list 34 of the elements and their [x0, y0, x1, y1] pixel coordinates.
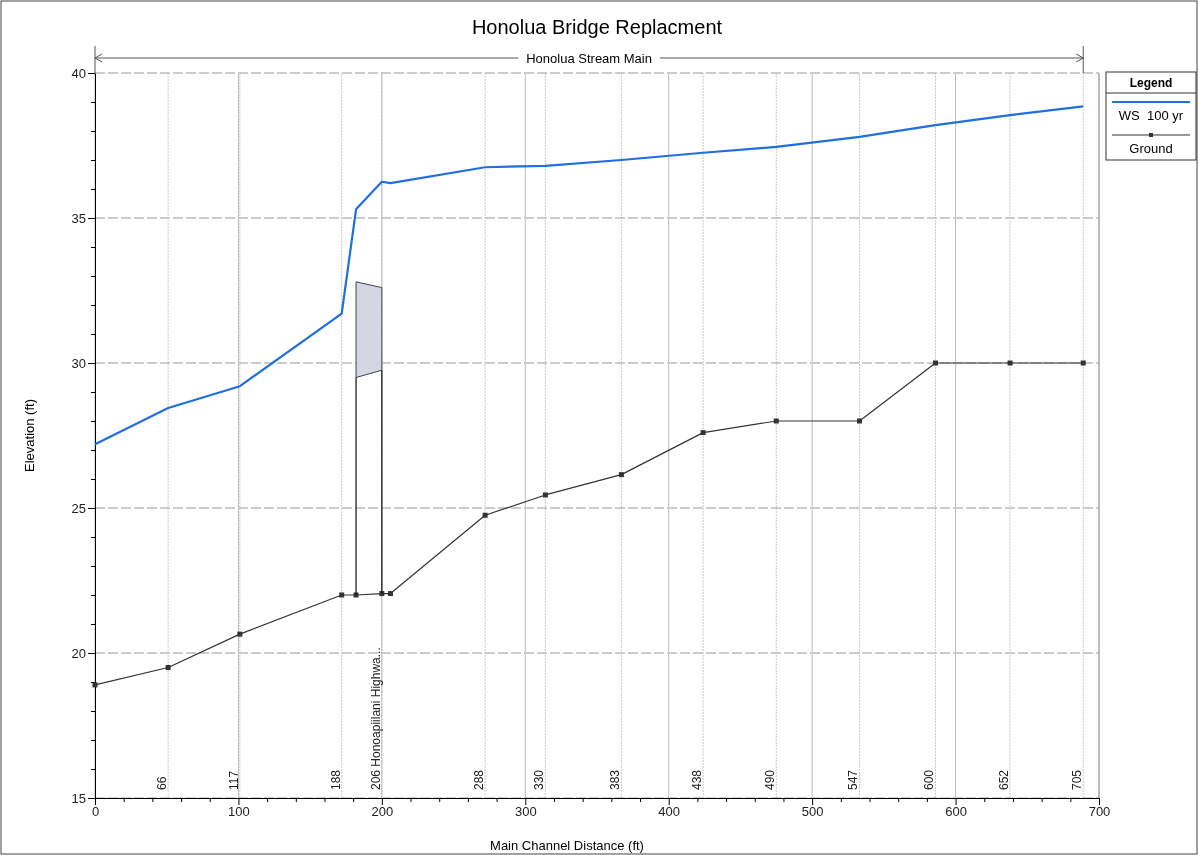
y-tick-label: 35	[71, 210, 86, 226]
annotation: 117	[226, 770, 241, 790]
x-tick-label: 100	[228, 804, 250, 820]
y-tick-label: 25	[71, 500, 86, 516]
text: WS 100 yr	[1118, 108, 1184, 123]
x-tick-label: 600	[945, 804, 967, 820]
annotation: 652	[997, 769, 1012, 790]
annotation: 490	[763, 769, 778, 790]
y-tick-label: 30	[71, 355, 86, 371]
annotation: 600	[922, 769, 937, 790]
chart-title: Honolua Bridge Replacment	[471, 16, 723, 38]
y-tick-label: 40	[71, 65, 86, 81]
text: Honolua Stream Main	[526, 51, 652, 66]
annotation: 206 Honoapiilani Highwa...	[368, 647, 383, 790]
annotation: 705	[1070, 769, 1085, 790]
annotation: 288	[472, 769, 487, 790]
x-tick-label: 400	[658, 804, 681, 820]
y-axis-title: Elevation (ft)	[22, 399, 37, 472]
y-tick-label: 15	[71, 790, 86, 806]
annotation: 330	[532, 769, 547, 790]
x-tick-label: 0	[91, 804, 100, 820]
x-tick-label: 500	[801, 804, 824, 820]
annotation: 188	[328, 769, 343, 790]
annotation: 547	[846, 769, 861, 790]
x-tick-label: 300	[514, 804, 537, 820]
x-axis-title: Main Channel Distance (ft)	[490, 838, 644, 853]
legend-label: Ground	[1129, 141, 1173, 156]
annotation: 383	[608, 769, 623, 790]
legend-title: Legend	[1129, 76, 1173, 90]
x-tick-label: 700	[1088, 804, 1111, 820]
annotation: 438	[690, 769, 705, 790]
annotation: 66	[155, 776, 170, 790]
y-tick-label: 20	[71, 645, 86, 661]
x-tick-label: 200	[371, 804, 394, 820]
